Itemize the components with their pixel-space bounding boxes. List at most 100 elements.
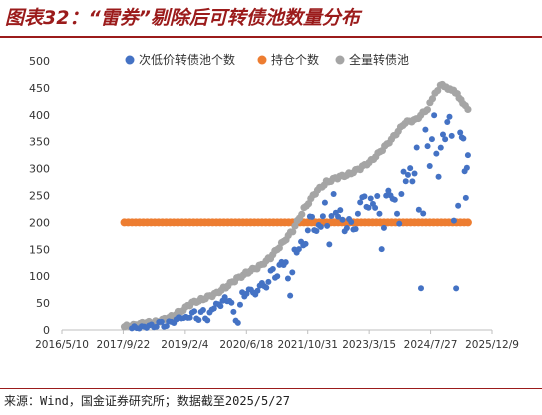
y-axis: 0 50 100 150 200 250 300 350 400 450 500 [29,55,50,337]
low-price-point [199,307,206,314]
low-price-point [396,220,403,227]
legend-label: 次低价转债池个数 [139,52,235,67]
low-price-point [343,224,350,231]
legend-marker [125,55,135,65]
source-note: 来源：Wind，国金证券研究所；数据截至2025/5/27 [4,394,290,408]
low-price-point [433,150,440,157]
holding-point [463,218,472,227]
low-price-point [409,178,416,185]
x-tick-label: 2019/2/4 [161,339,208,350]
low-price-point [400,168,407,175]
low-price-point [269,266,276,273]
y-tick-label: 450 [29,82,50,95]
low-price-point [453,285,460,292]
low-price-point [304,227,311,234]
low-price-point [435,173,442,180]
low-price-point [357,199,364,206]
y-tick-label: 300 [29,163,50,176]
source-divider [0,388,542,389]
low-price-point [448,132,455,139]
total-point [423,106,431,114]
low-price-point [354,210,361,217]
low-price-point [337,207,344,214]
low-price-point [455,202,462,209]
low-price-point [439,131,446,138]
total-point [289,228,297,236]
series-holding [120,218,472,227]
y-tick-label: 500 [29,55,50,68]
low-price-point [398,190,405,197]
y-tick-label: 350 [29,136,50,149]
legend-label: 持仓个数 [271,52,319,67]
low-price-point [428,136,435,143]
y-tick-label: 100 [29,270,50,283]
low-price-point [376,210,383,217]
low-price-point [153,323,160,330]
low-price-point [426,163,433,170]
low-price-point [437,144,444,151]
chart-title: 图表32：“雷券”剔除后可转债池数量分布 [5,7,360,29]
low-price-point [195,317,202,324]
low-price-point [302,240,309,247]
low-price-point [295,246,302,253]
low-price-point [326,241,333,248]
low-price-point [309,213,316,220]
low-price-point [417,285,424,292]
low-price-point [324,222,331,229]
low-price-point [228,299,235,306]
total-point [464,105,472,114]
low-price-point [462,194,469,201]
y-tick-label: 50 [36,297,50,310]
low-price-point [413,144,420,151]
low-price-point [321,199,328,206]
x-tick-label: 2023/3/15 [342,339,396,350]
low-price-point [394,210,401,217]
low-price-point [422,126,429,133]
x-tick-label: 2016/5/10 [35,339,89,350]
y-tick-label: 200 [29,216,50,229]
low-price-point [391,196,398,203]
low-price-point [313,228,320,235]
low-price-point [385,187,392,194]
low-price-point [287,292,294,299]
x-tick-label: 2020/6/18 [219,339,273,350]
low-price-point [367,195,374,202]
low-price-point [236,301,243,308]
total-point [298,210,306,218]
low-price-point [444,119,451,126]
low-price-point [348,219,355,226]
low-price-point [191,308,198,315]
low-price-point [407,165,414,172]
low-price-point [328,212,335,219]
low-price-point [274,273,281,280]
y-tick-label: 400 [29,109,50,122]
low-price-point [319,213,326,220]
legend-label: 全量转债池 [349,52,409,67]
low-price-point [380,224,387,231]
chart: 次低价转债池个数 持仓个数 全量转债池 0 50 100 150 200 250 300 350 4… [29,52,519,350]
low-price-point [335,213,342,220]
low-price-point [420,210,427,217]
low-price-point [411,170,418,177]
low-price-point [374,192,381,199]
low-price-point [204,317,211,324]
low-price-point [457,129,464,136]
low-price-point [210,305,217,312]
low-price-point [263,284,270,291]
low-price-point [289,269,296,276]
low-price-point [383,192,390,199]
low-price-point [284,275,291,282]
legend-marker [335,55,345,65]
low-price-point [361,193,368,200]
low-price-point [163,323,170,330]
low-price-point [463,164,470,171]
low-price-point [254,287,261,294]
x-axis: 2016/5/10 2017/9/22 2019/2/4 2020/6/18 2021/… [35,330,519,350]
low-price-point [217,303,224,310]
low-price-point [442,136,449,143]
series-total [120,80,472,331]
low-price-point [460,135,467,142]
x-tick-label: 2024/7/27 [404,339,458,350]
title-divider [0,36,542,38]
low-price-point [464,152,471,159]
